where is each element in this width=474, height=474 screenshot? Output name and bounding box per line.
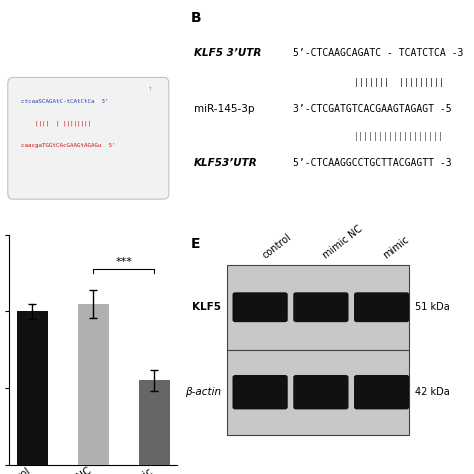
Text: miR-145-3p: miR-145-3p — [194, 104, 255, 114]
Bar — [227, 350, 409, 435]
FancyBboxPatch shape — [232, 375, 288, 410]
FancyBboxPatch shape — [8, 77, 169, 199]
Text: ctcaaSCAGAtC-tCAtCtCa  3': ctcaaSCAGAtC-tCAtCtCa 3' — [21, 99, 109, 104]
Text: caacgaTGGtCAcGAAGtAGAGu  5': caacgaTGGtCAcGAAGtAGAGu 5' — [21, 143, 116, 148]
Text: control: control — [260, 231, 293, 260]
FancyBboxPatch shape — [293, 292, 348, 322]
Text: B: B — [191, 11, 201, 26]
Text: ||||||||||||||||||: |||||||||||||||||| — [354, 132, 444, 141]
Text: |||||||  |||||||||: ||||||| ||||||||| — [354, 78, 444, 87]
Text: E: E — [191, 237, 201, 251]
FancyBboxPatch shape — [354, 292, 409, 322]
Text: 42 kDa: 42 kDa — [415, 387, 449, 397]
Text: KLF5: KLF5 — [192, 302, 221, 312]
Text: ||||  | ||||||||: |||| | |||||||| — [35, 120, 91, 126]
Bar — [78, 304, 109, 465]
Text: β-actin: β-actin — [185, 387, 221, 397]
Text: mimic NC: mimic NC — [321, 223, 364, 260]
FancyBboxPatch shape — [232, 292, 288, 322]
Text: 3’-CTCGATGTCACGAAGTAGAGT -5: 3’-CTCGATGTCACGAAGTAGAGT -5 — [293, 104, 452, 114]
Bar — [17, 311, 47, 465]
Text: Relative protein level
of KLF5: Relative protein level of KLF5 — [473, 301, 474, 398]
Bar — [227, 265, 409, 350]
Text: ***: *** — [115, 257, 132, 267]
FancyBboxPatch shape — [293, 375, 348, 410]
Text: 5’-CTCAAGGCCTGCTTACGAGTT -3: 5’-CTCAAGGCCTGCTTACGAGTT -3 — [293, 158, 452, 168]
Text: ↑: ↑ — [148, 87, 153, 92]
FancyBboxPatch shape — [354, 375, 409, 410]
Text: mimic: mimic — [382, 234, 411, 260]
Text: KLF53’UTR: KLF53’UTR — [194, 158, 257, 168]
Text: 5’-CTCAAGCAGATC - TCATCTCA -3: 5’-CTCAAGCAGATC - TCATCTCA -3 — [293, 48, 464, 58]
Bar — [139, 380, 170, 465]
Text: KLF5 3’UTR: KLF5 3’UTR — [194, 48, 261, 58]
Text: 51 kDa: 51 kDa — [415, 302, 449, 312]
